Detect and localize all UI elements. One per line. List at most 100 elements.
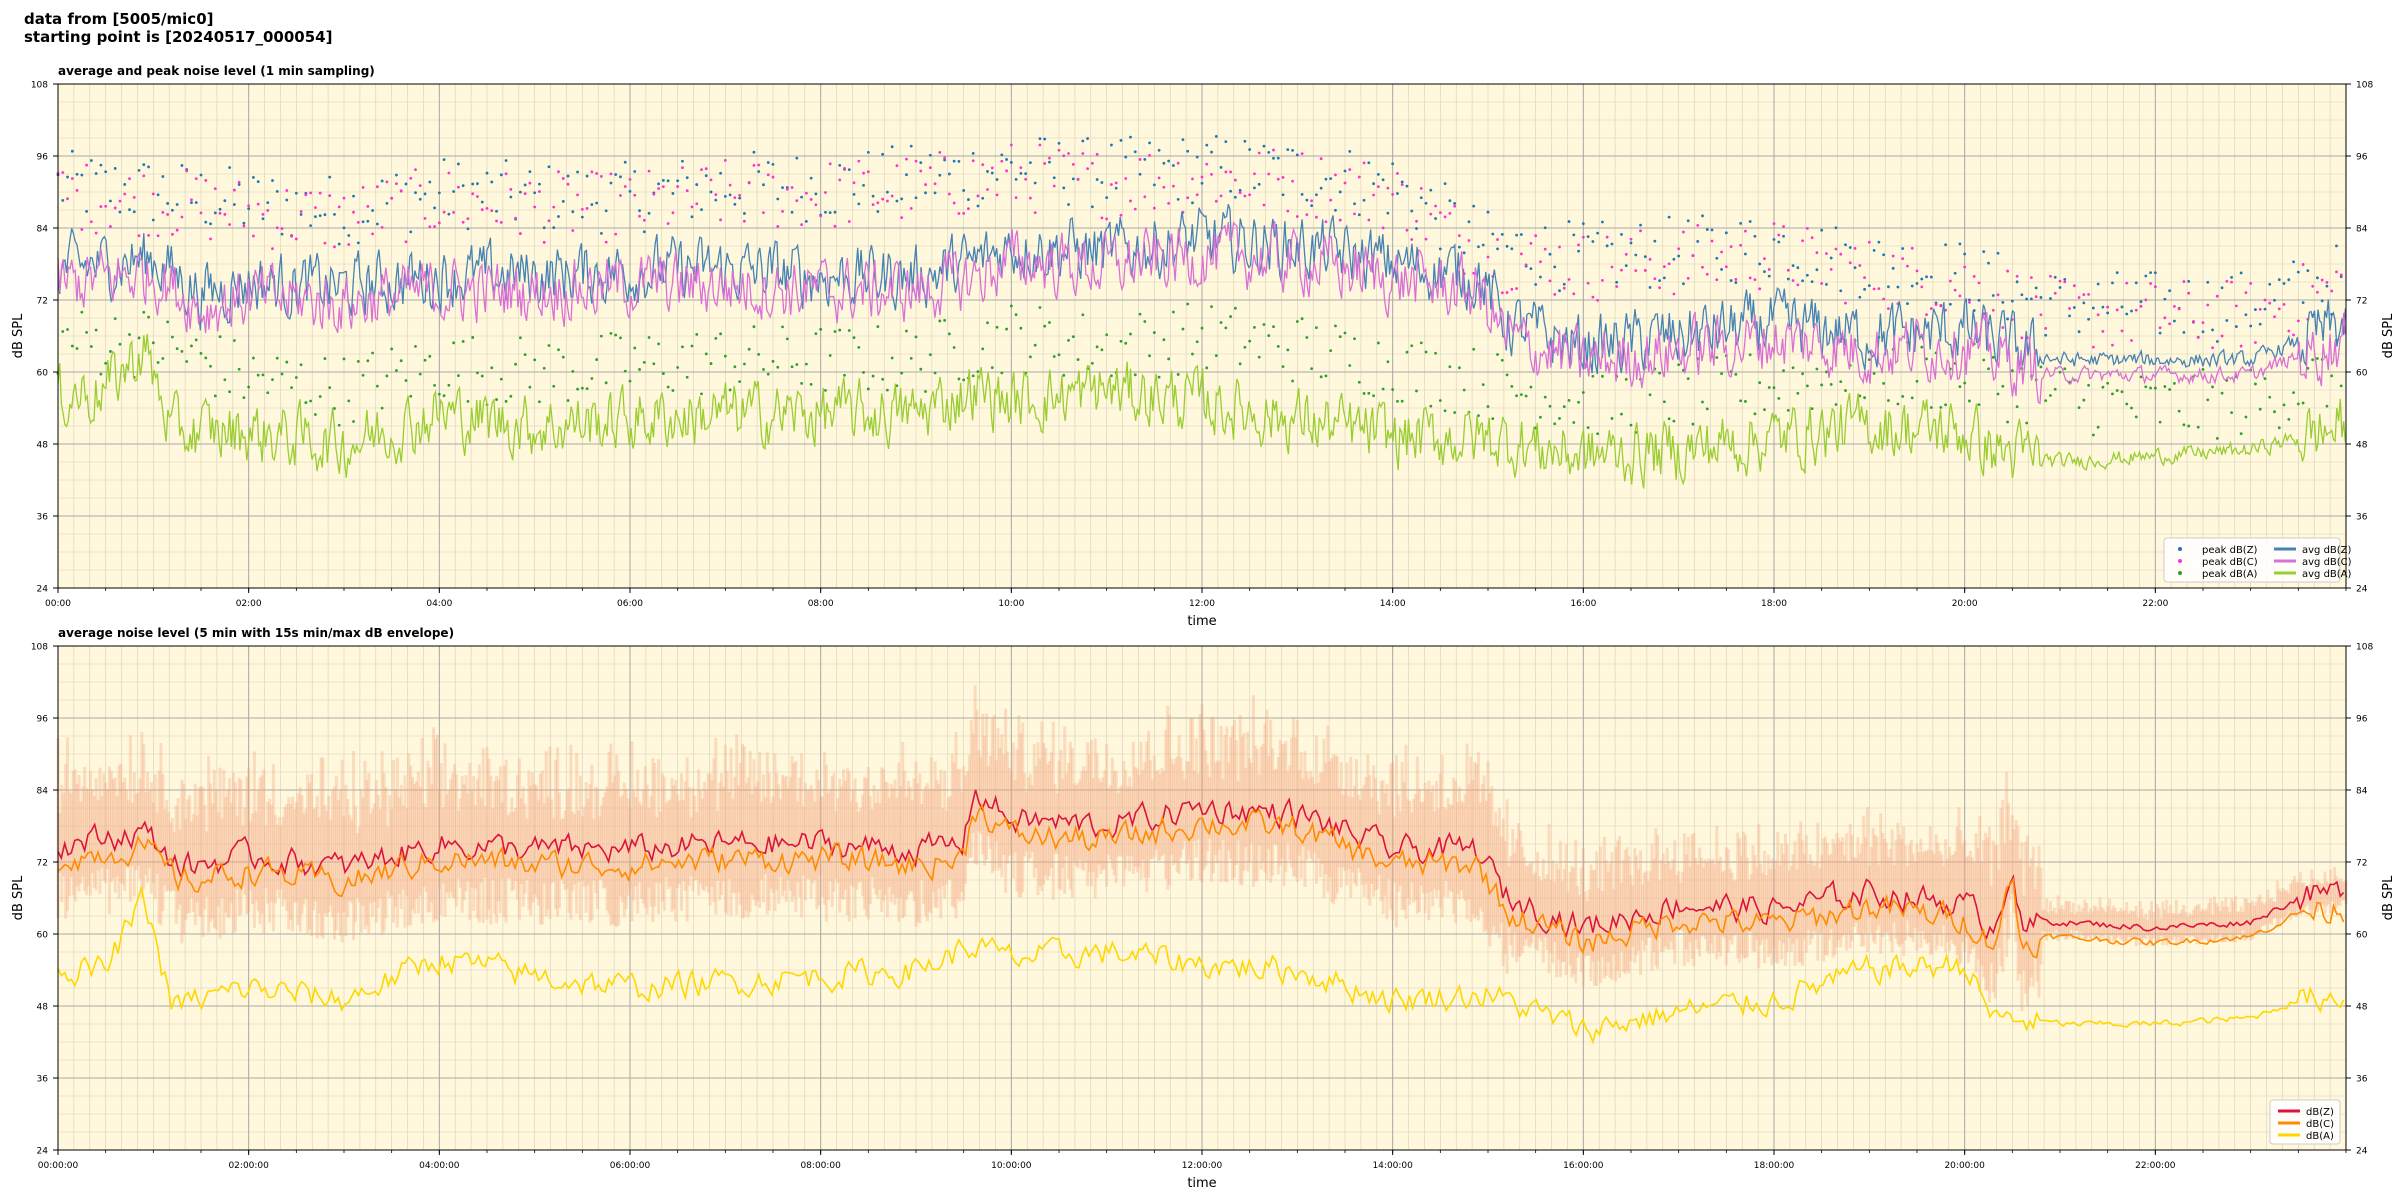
- peak-point: [690, 344, 694, 348]
- peak-point: [1443, 409, 1447, 413]
- peak-point: [437, 221, 441, 225]
- peak-point: [1586, 235, 1590, 239]
- peak-point: [2034, 295, 2038, 299]
- peak-point: [242, 224, 246, 228]
- peak-point: [1124, 155, 1128, 159]
- peak-point: [619, 194, 622, 197]
- peak-point: [1910, 396, 1914, 400]
- peak-point: [1505, 244, 1509, 248]
- peak-point: [1858, 394, 1862, 398]
- peak-point: [2339, 273, 2343, 277]
- peak-point: [905, 329, 908, 333]
- peak-point: [1686, 276, 1690, 280]
- peak-point: [509, 394, 513, 398]
- peak-point: [838, 328, 842, 332]
- peak-point: [447, 171, 451, 175]
- peak-point: [2087, 292, 2091, 296]
- peak-point: [1110, 183, 1113, 186]
- peak-point: [1705, 272, 1709, 276]
- peak-point: [1424, 350, 1428, 354]
- peak-point: [633, 346, 637, 350]
- peak-point: [228, 390, 232, 394]
- peak-point: [1891, 266, 1895, 270]
- peak-point: [528, 385, 532, 389]
- peak-point: [1429, 404, 1433, 408]
- peak-point: [833, 224, 837, 228]
- peak-point: [1467, 220, 1471, 224]
- peak-point: [828, 354, 832, 357]
- peak-point: [1024, 172, 1028, 176]
- peak-point: [1515, 233, 1518, 237]
- peak-point: [1524, 394, 1528, 398]
- peak-point: [1763, 270, 1766, 274]
- peak-point: [1071, 177, 1075, 181]
- peak-point: [2053, 275, 2057, 279]
- peak-point: [1372, 182, 1375, 186]
- peak-point: [804, 191, 808, 195]
- peak-point: [886, 388, 889, 392]
- peak-point: [1567, 399, 1571, 402]
- peak-point: [1500, 291, 1504, 295]
- peak-point: [1219, 194, 1223, 198]
- peak-point: [94, 328, 98, 332]
- peak-point: [1243, 345, 1247, 349]
- peak-point: [204, 179, 208, 182]
- peak-point: [523, 183, 527, 187]
- peak-point: [876, 201, 880, 205]
- series-db-z-: [57, 789, 2345, 940]
- peak-point: [242, 221, 246, 225]
- peak-point: [1248, 193, 1252, 197]
- peak-point: [876, 210, 880, 213]
- peak-point: [695, 332, 699, 336]
- peak-point: [2277, 426, 2281, 430]
- peak-point: [1739, 221, 1743, 225]
- peak-point: [738, 380, 742, 384]
- peak-point: [275, 226, 279, 230]
- peak-point: [485, 206, 489, 210]
- peak-point: [185, 169, 189, 173]
- y-tick-label: 72: [2356, 859, 2367, 869]
- peak-point: [352, 194, 355, 198]
- peak-point: [2106, 381, 2110, 385]
- peak-point: [1481, 383, 1485, 387]
- peak-point: [514, 216, 517, 220]
- peak-point: [2030, 276, 2033, 280]
- peak-point: [1853, 266, 1857, 270]
- peak-point: [1038, 137, 1042, 141]
- peak-point: [1534, 234, 1538, 238]
- peak-point: [1901, 257, 1905, 261]
- peak-point: [2158, 331, 2162, 335]
- peak-point: [1958, 385, 1962, 389]
- peak-point: [1105, 217, 1109, 221]
- peak-point: [1567, 278, 1571, 281]
- peak-point: [881, 197, 885, 201]
- peak-point: [518, 336, 522, 340]
- peak-point: [2058, 286, 2062, 289]
- legend-label: dB(C): [2306, 1119, 2334, 1130]
- peak-point: [1915, 379, 1919, 383]
- peak-point: [709, 190, 713, 194]
- peak-point: [1191, 352, 1194, 356]
- peak-point: [728, 183, 732, 187]
- peak-point: [1405, 228, 1409, 232]
- peak-point: [1553, 292, 1557, 296]
- chart-header: data from [5005/mic0] starting point is …: [24, 10, 332, 46]
- peak-point: [89, 345, 93, 348]
- peak-point: [385, 201, 389, 205]
- peak-point: [1019, 171, 1023, 175]
- peak-point: [1672, 419, 1676, 423]
- peak-point: [2244, 313, 2248, 317]
- peak-point: [1782, 225, 1785, 228]
- peak-point: [1410, 344, 1414, 348]
- peak-point: [328, 194, 332, 198]
- peak-point: [1410, 209, 1414, 213]
- peak-point: [781, 209, 784, 213]
- peak-point: [2244, 291, 2248, 294]
- peak-point: [1172, 310, 1175, 314]
- peak-point: [2020, 336, 2024, 340]
- peak-point: [1867, 358, 1871, 361]
- peak-point: [1705, 228, 1709, 231]
- peak-point: [2044, 333, 2048, 337]
- peak-point: [1505, 291, 1509, 294]
- peak-point: [824, 388, 827, 392]
